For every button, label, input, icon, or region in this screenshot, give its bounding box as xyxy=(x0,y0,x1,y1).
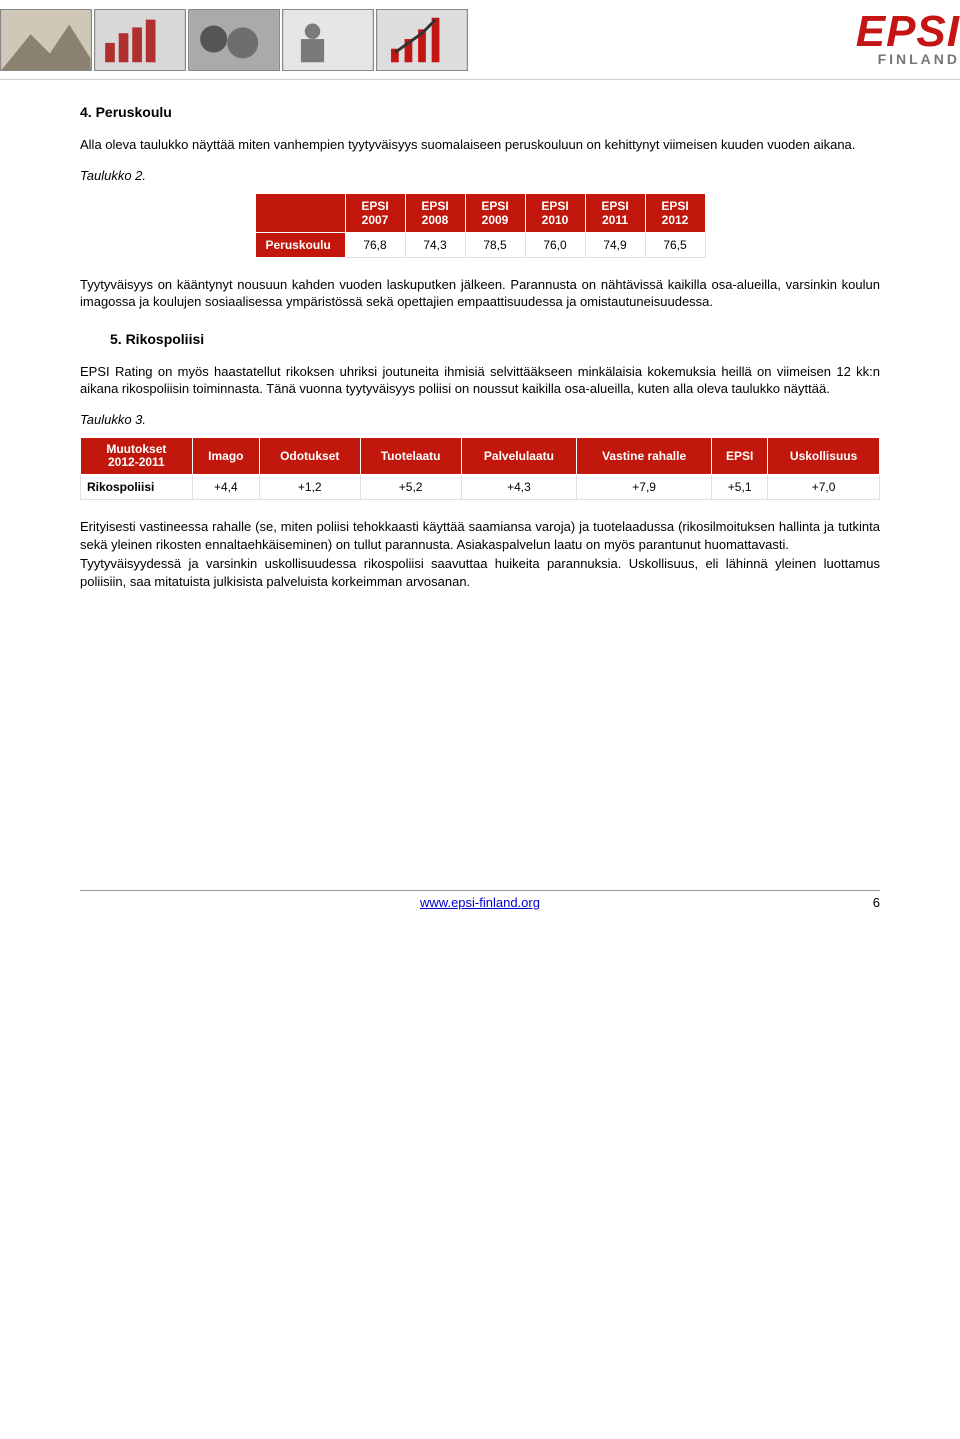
collage-photo xyxy=(188,9,280,71)
table-col-header: EPSI xyxy=(712,437,768,474)
table-col-header: EPSI 2010 xyxy=(525,193,585,232)
peruskoulu-epsi-table: EPSI 2007 EPSI 2008 EPSI 2009 EPSI 2010 … xyxy=(255,193,706,258)
section-5-body-1: Erityisesti vastineessa rahalle (se, mit… xyxy=(80,518,880,553)
table-cell: 76,8 xyxy=(345,232,405,257)
table-col-header: Odotukset xyxy=(259,437,360,474)
page-footer: www.epsi-finland.org 6 xyxy=(80,890,880,910)
table-cell: 74,3 xyxy=(405,232,465,257)
table-cell: 74,9 xyxy=(585,232,645,257)
table-corner: Muutokset 2012-2011 xyxy=(81,437,193,474)
table-cell: +7,9 xyxy=(577,475,712,500)
collage-photo xyxy=(94,9,186,71)
table-col-header: Vastine rahalle xyxy=(577,437,712,474)
section-4-intro: Alla oleva taulukko näyttää miten vanhem… xyxy=(80,136,880,154)
section-5-intro: EPSI Rating on myös haastatellut rikokse… xyxy=(80,363,880,398)
table-cell: +1,2 xyxy=(259,475,360,500)
table-cell: 76,5 xyxy=(645,232,705,257)
brand-name: EPSI xyxy=(856,12,960,52)
table-cell: +4,3 xyxy=(461,475,576,500)
brand-block: EPSI FINLAND xyxy=(856,12,960,68)
section-5-body-2: Tyytyväisyydessä ja varsinkin uskollisuu… xyxy=(80,555,880,590)
table-2-label: Taulukko 2. xyxy=(80,168,880,183)
table-col-header: Tuotelaatu xyxy=(360,437,461,474)
table-row-label: Rikospoliisi xyxy=(81,475,193,500)
table-cell: +4,4 xyxy=(192,475,259,500)
table-3-label: Taulukko 3. xyxy=(80,412,880,427)
table-col-header: EPSI 2009 xyxy=(465,193,525,232)
table-col-header: Imago xyxy=(192,437,259,474)
collage-photo xyxy=(376,9,468,71)
page-number: 6 xyxy=(873,895,880,910)
table-col-header: Uskollisuus xyxy=(768,437,880,474)
table-cell: 78,5 xyxy=(465,232,525,257)
table-cell: +7,0 xyxy=(768,475,880,500)
collage-photo xyxy=(0,9,92,71)
brand-country: FINLAND xyxy=(878,51,960,67)
table-col-header: EPSI 2008 xyxy=(405,193,465,232)
table-corner xyxy=(255,193,345,232)
header-photo-collage xyxy=(0,9,468,71)
section-4-conclusion: Tyytyväisyys on kääntynyt nousuun kahden… xyxy=(80,276,880,311)
page-header: EPSI FINLAND xyxy=(0,0,960,80)
table-col-header: EPSI 2012 xyxy=(645,193,705,232)
table-row-label: Peruskoulu xyxy=(255,232,345,257)
rikospoliisi-muutokset-table: Muutokset 2012-2011 Imago Odotukset Tuot… xyxy=(80,437,880,500)
corner-line2: 2012-2011 xyxy=(108,455,165,469)
section-5-title: 5. Rikospoliisi xyxy=(110,331,880,347)
table-col-header: EPSI 2011 xyxy=(585,193,645,232)
table-cell: +5,1 xyxy=(712,475,768,500)
table-cell: +5,2 xyxy=(360,475,461,500)
collage-photo xyxy=(282,9,374,71)
section-4-title: 4. Peruskoulu xyxy=(80,104,880,120)
footer-link[interactable]: www.epsi-finland.org xyxy=(420,895,540,910)
table-cell: 76,0 xyxy=(525,232,585,257)
table-col-header: Palvelulaatu xyxy=(461,437,576,474)
table-col-header: EPSI 2007 xyxy=(345,193,405,232)
corner-line1: Muutokset xyxy=(106,442,166,456)
